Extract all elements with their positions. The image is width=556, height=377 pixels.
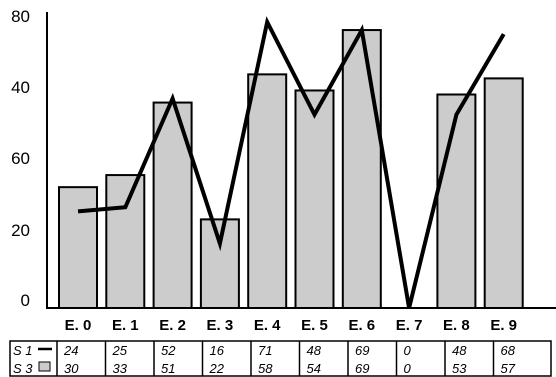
category-label: E. 9 <box>490 317 517 334</box>
category-label: E. 2 <box>159 317 186 334</box>
table-cell: 25 <box>112 343 128 358</box>
table-cell: 0 <box>404 343 412 358</box>
y-tick-label: 60 <box>11 149 30 168</box>
table-cell: 30 <box>64 361 79 376</box>
table-cell: 52 <box>161 343 176 358</box>
bar-0 <box>58 186 98 309</box>
table-cell: 68 <box>501 343 516 358</box>
category-label: E. 5 <box>301 317 328 334</box>
category-label: E. 7 <box>396 317 423 334</box>
category-label: E. 8 <box>443 317 470 334</box>
bar-5 <box>294 89 335 310</box>
data-table: S 1 24 25 52 16 71 48 69 0 48 68 S 3 30 33 51 22 58 54 69 0… <box>9 340 552 377</box>
bar-8 <box>436 93 477 309</box>
bar-1 <box>105 174 146 309</box>
table-cell: 54 <box>307 361 321 376</box>
table-cell: 22 <box>209 361 225 376</box>
table-cell: 71 <box>258 343 272 358</box>
line-series <box>77 16 506 309</box>
category-label: E. 4 <box>254 317 281 334</box>
table-cell: 51 <box>161 361 175 376</box>
category-label: E. 6 <box>348 317 375 334</box>
table-cell: 33 <box>113 361 128 376</box>
category-label: E. 1 <box>112 317 139 334</box>
category-labels: E. 0 E. 1 E. 2 E. 3 E. 4 E. 5 E. 6 E. 7 E. 8 E. 9 <box>65 317 517 334</box>
series-line <box>77 16 506 309</box>
table-cell: 69 <box>355 343 369 358</box>
table-cell: 24 <box>63 343 78 358</box>
y-tick-label: 40 <box>11 78 30 97</box>
y-tick-label: 80 <box>11 7 30 26</box>
bar-6 <box>341 29 382 310</box>
y-tick-label: 0 <box>21 291 30 310</box>
legend-bar-swatch <box>38 361 51 372</box>
bar-9 <box>483 77 524 309</box>
category-label: E. 0 <box>65 317 92 334</box>
table-cell: 58 <box>258 361 273 376</box>
category-label: E. 3 <box>207 317 234 334</box>
y-tick-label: 20 <box>11 221 30 240</box>
table-cell: 48 <box>452 343 467 358</box>
legend-label: S 1 <box>13 343 33 358</box>
table-cell: 69 <box>355 361 369 376</box>
axes <box>46 12 556 309</box>
y-tick-labels: 0 20 60 40 80 <box>11 7 30 310</box>
table-cell: 16 <box>210 343 225 358</box>
table-cell: 48 <box>307 343 322 358</box>
table-border <box>9 340 552 377</box>
table-cell: 57 <box>501 361 516 376</box>
table-cell: 0 <box>404 361 412 376</box>
bar-3 <box>199 218 240 309</box>
bar-4 <box>247 73 288 309</box>
legend-label: S 3 <box>13 361 33 376</box>
table-cell: 53 <box>452 361 467 376</box>
